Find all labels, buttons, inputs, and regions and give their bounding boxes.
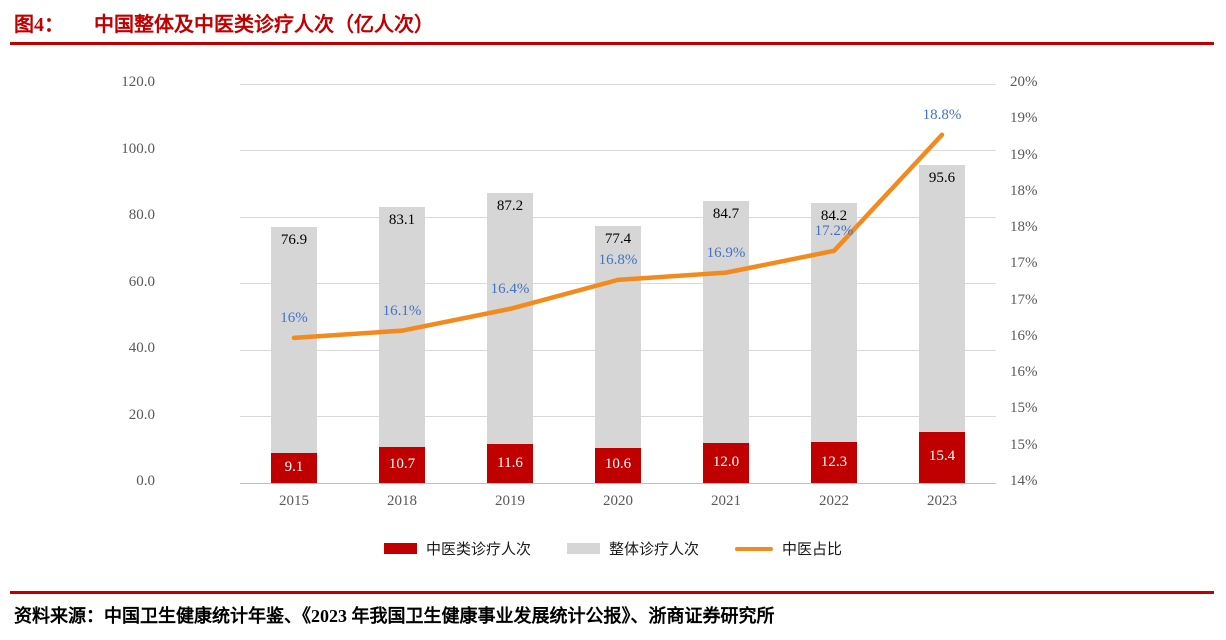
tcm-visits-bar (811, 442, 857, 483)
tcm-visits-bar-label: 12.0 (712, 454, 740, 471)
legend-label-tcm-share: 中医占比 (782, 542, 843, 558)
right-axis-tick-label: 17% (1010, 255, 1038, 272)
tcm-visits-bar-label: 10.6 (604, 456, 632, 473)
right-axis-tick-label: 15% (1010, 436, 1038, 453)
left-axis-tick-label: 60.0 (128, 273, 155, 290)
total-visits-bar (703, 201, 749, 483)
x-axis-label: 2018 (387, 493, 417, 509)
total-visits-bar (487, 193, 533, 483)
total-visits-bar (271, 227, 317, 483)
left-axis-tick-label: 120.0 (121, 74, 155, 90)
tcm-share-point-label: 16% (280, 309, 308, 326)
tcm-visits-bar-label: 15.4 (928, 448, 956, 465)
tcm-visits-bar-label: 10.7 (388, 456, 416, 473)
legend-swatch-tcm-visits (383, 543, 417, 554)
tcm-visits-bar (271, 452, 317, 483)
footer-divider (10, 591, 1214, 594)
legend-item-tcm-visits: 中医类诊疗人次 (383, 538, 531, 559)
left-axis-tick-label: 20.0 (128, 406, 155, 423)
tcm-share-point-label: 16.1% (382, 302, 422, 319)
left-axis-tick-label: 100.0 (121, 140, 155, 157)
tcm-share-point-label: 16.8% (598, 251, 638, 268)
tcm-visits-bar (595, 447, 641, 483)
right-axis-tick-label: 20% (1010, 74, 1038, 90)
total-visits-bar-label: 76.9 (280, 232, 308, 249)
figure-header: 图4： 中国整体及中医类诊疗人次（亿人次） (14, 8, 434, 37)
tcm-share-point-label: 17.2% (814, 222, 854, 239)
tcm-visits-bar-label: 9.1 (284, 458, 304, 475)
tcm-visits-bar (703, 443, 749, 483)
x-axis-label: 2022 (819, 493, 849, 509)
right-axis-tick-label: 14% (1010, 473, 1038, 489)
right-axis-tick-label: 16% (1010, 364, 1038, 381)
tcm-share-point-label: 18.8% (922, 106, 962, 123)
chart-legend: 中医类诊疗人次 整体诊疗人次 中医占比 (0, 538, 1226, 559)
gridline (240, 83, 996, 85)
figure-title: 中国整体及中医类诊疗人次（亿人次） (94, 14, 434, 36)
tcm-visits-bar-label: 12.3 (820, 453, 848, 470)
figure-number: 图4： (14, 14, 64, 36)
total-visits-bar-label: 87.2 (496, 198, 524, 215)
tcm-visits-bar (919, 431, 965, 483)
title-underline (10, 42, 1214, 45)
total-visits-bar-label: 95.6 (928, 170, 956, 187)
source-note: 资料来源：中国卫生健康统计年鉴、《2023 年我国卫生健康事业发展统计公报》、浙… (14, 606, 775, 626)
gridline (240, 482, 996, 484)
total-visits-bar-label: 83.1 (388, 211, 416, 228)
right-axis-tick-label: 18% (1010, 219, 1038, 236)
right-axis-tick-label: 19% (1010, 146, 1038, 163)
total-visits-bar (379, 206, 425, 483)
gridline (240, 216, 996, 218)
right-axis-tick-label: 15% (1010, 400, 1038, 417)
gridline (240, 150, 996, 151)
total-visits-bar-label: 84.7 (712, 206, 740, 223)
left-axis-tick-label: 80.0 (128, 207, 155, 223)
legend-item-tcm-share: 中医占比 (735, 538, 842, 559)
legend-item-total-visits: 整体诊疗人次 (566, 538, 699, 559)
right-axis-tick-label: 19% (1010, 110, 1038, 127)
left-axis-tick-label: 40.0 (128, 340, 155, 356)
x-axis-label: 2020 (603, 493, 633, 509)
x-axis-label: 2015 (279, 493, 309, 509)
legend-swatch-total-visits (566, 543, 600, 554)
legend-label-tcm-visits: 中医类诊疗人次 (425, 542, 531, 558)
right-axis-tick-label: 16% (1010, 327, 1038, 344)
total-visits-bar (811, 203, 857, 483)
total-visits-bar-label: 77.4 (604, 230, 632, 247)
right-axis-tick-label: 18% (1010, 182, 1038, 199)
tcm-visits-bar-label: 11.6 (497, 454, 523, 471)
tcm-share-point-label: 16.4% (490, 280, 530, 297)
x-axis-label: 2019 (495, 493, 525, 509)
tcm-visits-bar (379, 447, 425, 483)
legend-label-total-visits: 整体诊疗人次 (608, 542, 699, 558)
left-axis-tick-label: 0.0 (136, 473, 155, 489)
x-axis-label: 2021 (711, 493, 741, 509)
right-axis-tick-label: 17% (1010, 291, 1038, 308)
x-axis-label: 2023 (927, 493, 957, 509)
legend-swatch-tcm-share (735, 546, 773, 551)
tcm-visits-bar (487, 444, 533, 483)
tcm-share-point-label: 16.9% (706, 244, 746, 261)
